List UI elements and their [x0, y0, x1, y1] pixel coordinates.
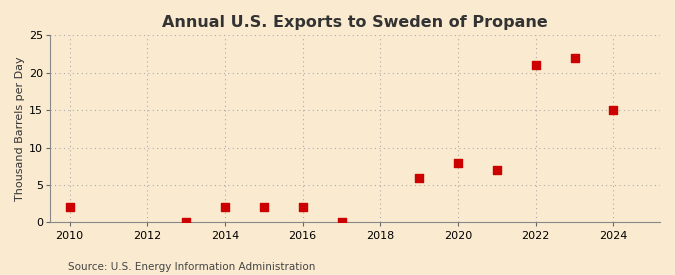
Title: Annual U.S. Exports to Sweden of Propane: Annual U.S. Exports to Sweden of Propane: [162, 15, 548, 30]
Point: [297, 205, 308, 210]
Y-axis label: Thousand Barrels per Day: Thousand Barrels per Day: [15, 57, 25, 201]
Point: [608, 108, 619, 112]
Text: Source: U.S. Energy Information Administration: Source: U.S. Energy Information Administ…: [68, 262, 315, 272]
Point: [336, 220, 347, 225]
Point: [569, 56, 580, 60]
Point: [64, 205, 75, 210]
Point: [414, 175, 425, 180]
Point: [531, 63, 541, 67]
Point: [219, 205, 230, 210]
Point: [491, 168, 502, 172]
Point: [259, 205, 269, 210]
Point: [181, 220, 192, 225]
Point: [453, 160, 464, 165]
